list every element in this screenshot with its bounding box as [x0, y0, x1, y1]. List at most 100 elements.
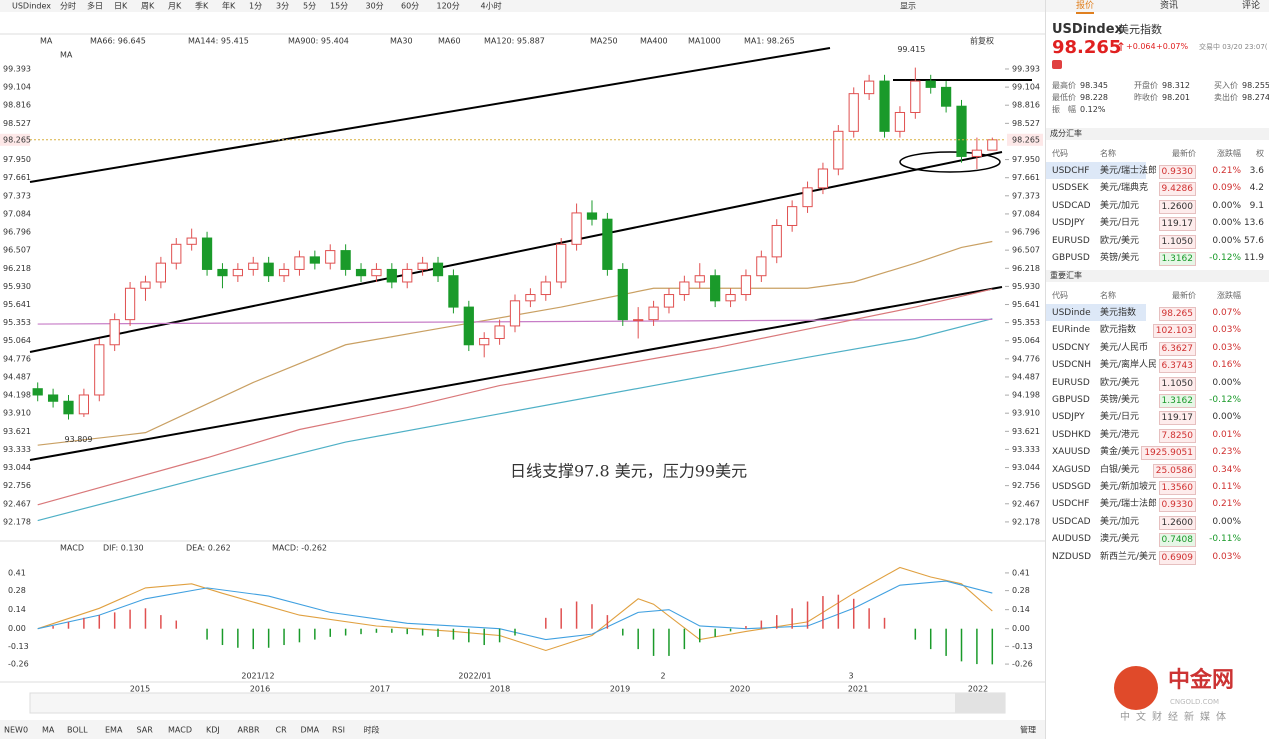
table-cell: 0.03% — [1212, 325, 1241, 336]
toolbar-item[interactable]: 3分 — [276, 2, 289, 11]
indicator-tab[interactable]: MACD — [168, 726, 192, 735]
y-tick-label: 99.393 — [3, 64, 31, 73]
table-cell: 57.6 — [1243, 235, 1264, 246]
stat-label: 昨收价 — [1134, 93, 1158, 102]
candle-body — [925, 80, 936, 88]
candle-body — [771, 224, 782, 258]
candle-body — [63, 400, 74, 415]
candle-body — [109, 319, 120, 346]
toolbar-item[interactable]: 季K — [195, 1, 209, 11]
indicator-tab[interactable]: CR — [276, 726, 288, 735]
toolbar-right: 显示 — [900, 2, 916, 11]
table-cell: 0.9330 — [1158, 165, 1196, 179]
y-tick-label: 95.930 — [3, 282, 31, 291]
candle-body — [617, 268, 628, 321]
candle-body — [263, 262, 274, 277]
table-cell: EURinde — [1052, 325, 1090, 336]
indicator-tab[interactable]: RSI — [332, 726, 345, 735]
x-year-label: 2015 — [130, 685, 150, 694]
alert-icon[interactable] — [1052, 60, 1062, 69]
table-cell: 4.2 — [1249, 183, 1264, 194]
toolbar-item[interactable]: 月K — [168, 2, 182, 11]
indicator-tab[interactable]: DMA — [301, 726, 320, 735]
table-cell: GBPUSD — [1052, 253, 1090, 263]
toolbar-item[interactable]: 60分 — [401, 2, 419, 11]
y-tick-label: 98.527 — [1012, 119, 1040, 128]
toolbar-item[interactable]: 4小时 — [481, 1, 502, 11]
quote-arrow: ↑ — [1116, 40, 1127, 54]
candle-body — [817, 168, 829, 189]
toolbar-item[interactable]: 1分 — [249, 2, 262, 11]
indicator-tab[interactable]: BOLL — [67, 726, 88, 735]
toolbar-item[interactable]: 分时 — [60, 1, 76, 11]
toolbar-item[interactable]: 15分 — [330, 2, 348, 11]
table-header: 代码 — [1052, 149, 1068, 158]
indicator-tab[interactable]: MA — [42, 726, 55, 735]
y-tick-label: 94.198 — [3, 391, 31, 400]
y-tick-label: 94.198 — [1012, 391, 1040, 400]
y-tick-label: 92.178 — [1012, 517, 1040, 526]
toolbar-item[interactable]: 日K — [114, 2, 128, 11]
indicator-tab[interactable]: NEW0 — [4, 726, 28, 735]
stat-label: 开盘价 — [1134, 81, 1158, 90]
tab[interactable]: 资讯 — [1160, 1, 1179, 11]
tab[interactable]: 报价 — [1076, 0, 1095, 14]
table-cell: 9.1 — [1249, 200, 1264, 211]
candle-body — [633, 319, 644, 322]
manage: 管理 — [1020, 725, 1036, 735]
legend-entry: DEA: 0.262 — [186, 544, 231, 553]
candle-body — [894, 111, 906, 132]
current-price: 98.265 — [3, 135, 31, 144]
table-cell: 0.21% — [1212, 166, 1241, 176]
indicator-tab[interactable]: KDJ — [206, 726, 220, 735]
scroll-bar[interactable] — [29, 692, 1006, 714]
candle-body — [186, 237, 197, 245]
stat-value: 98.255 — [1242, 81, 1269, 90]
candle-body — [171, 243, 182, 264]
symbol[interactable]: USDindex — [12, 2, 51, 11]
toolbar-item[interactable]: 周K — [141, 2, 155, 11]
table-cell: 美元/加元 — [1100, 200, 1140, 211]
side-panel: 报价 资讯 评论 USDindex 美元指数 98.265 ↑ +0.064 +… — [1045, 0, 1269, 739]
indicator-label[interactable]: MA — [60, 51, 73, 60]
toolbar-item[interactable]: 年K — [222, 1, 236, 11]
macd-title[interactable]: MACD — [60, 544, 84, 553]
table-cell: 0.01% — [1212, 429, 1241, 440]
table-cell: 白银/美元 — [1100, 464, 1140, 475]
table-cell: 美元/新加坡元 — [1100, 482, 1156, 492]
table-cell: 13.6 — [1243, 218, 1264, 229]
indicator-tab[interactable]: EMA — [105, 726, 123, 735]
stat-value: 98.228 — [1080, 93, 1108, 102]
table-cell: 美元/瑞士法郎 — [1100, 499, 1156, 510]
y-tick-label: 93.621 — [3, 427, 31, 436]
table-cell: 0.03% — [1212, 342, 1241, 353]
candle-body — [879, 80, 890, 132]
y-tick-label: 95.641 — [3, 300, 31, 309]
y-tick-label: 0.41 — [8, 568, 26, 577]
toolbar-item[interactable]: 120分 — [437, 2, 460, 11]
stat-label: 振 幅 — [1052, 105, 1076, 114]
y-tick-label: 0.28 — [8, 586, 26, 595]
tab[interactable]: 评论 — [1242, 1, 1261, 11]
indicator-label[interactable]: MA — [40, 37, 53, 46]
toolbar-item[interactable]: 5分 — [303, 2, 316, 11]
y-tick-label: 96.796 — [1012, 228, 1040, 237]
y-tick-label: 0.14 — [8, 605, 26, 614]
adjust-label[interactable]: 前复权 — [970, 36, 994, 46]
indicator-tab[interactable]: ARBR — [238, 726, 261, 735]
table-cell: -0.12% — [1209, 395, 1241, 405]
section-title: 成分汇率 — [1050, 129, 1082, 138]
toolbar-item[interactable]: 30分 — [366, 2, 384, 11]
table-cell: 欧元/美元 — [1100, 377, 1140, 388]
indicator-tab[interactable]: 时段 — [364, 725, 380, 735]
stat-value: 98.312 — [1162, 81, 1190, 90]
indicator-tab[interactable]: SAR — [137, 726, 154, 735]
candle-body — [201, 237, 213, 270]
table-cell: -0.11% — [1209, 534, 1241, 545]
toolbar-item[interactable]: 多日 — [87, 1, 103, 11]
candle-body — [78, 394, 90, 415]
scroll-thumb[interactable] — [955, 693, 1005, 713]
y-tick-label: 95.930 — [1012, 282, 1040, 291]
y-tick-label: 94.487 — [1012, 372, 1040, 381]
table-cell: 1925.9051 — [1141, 446, 1196, 461]
